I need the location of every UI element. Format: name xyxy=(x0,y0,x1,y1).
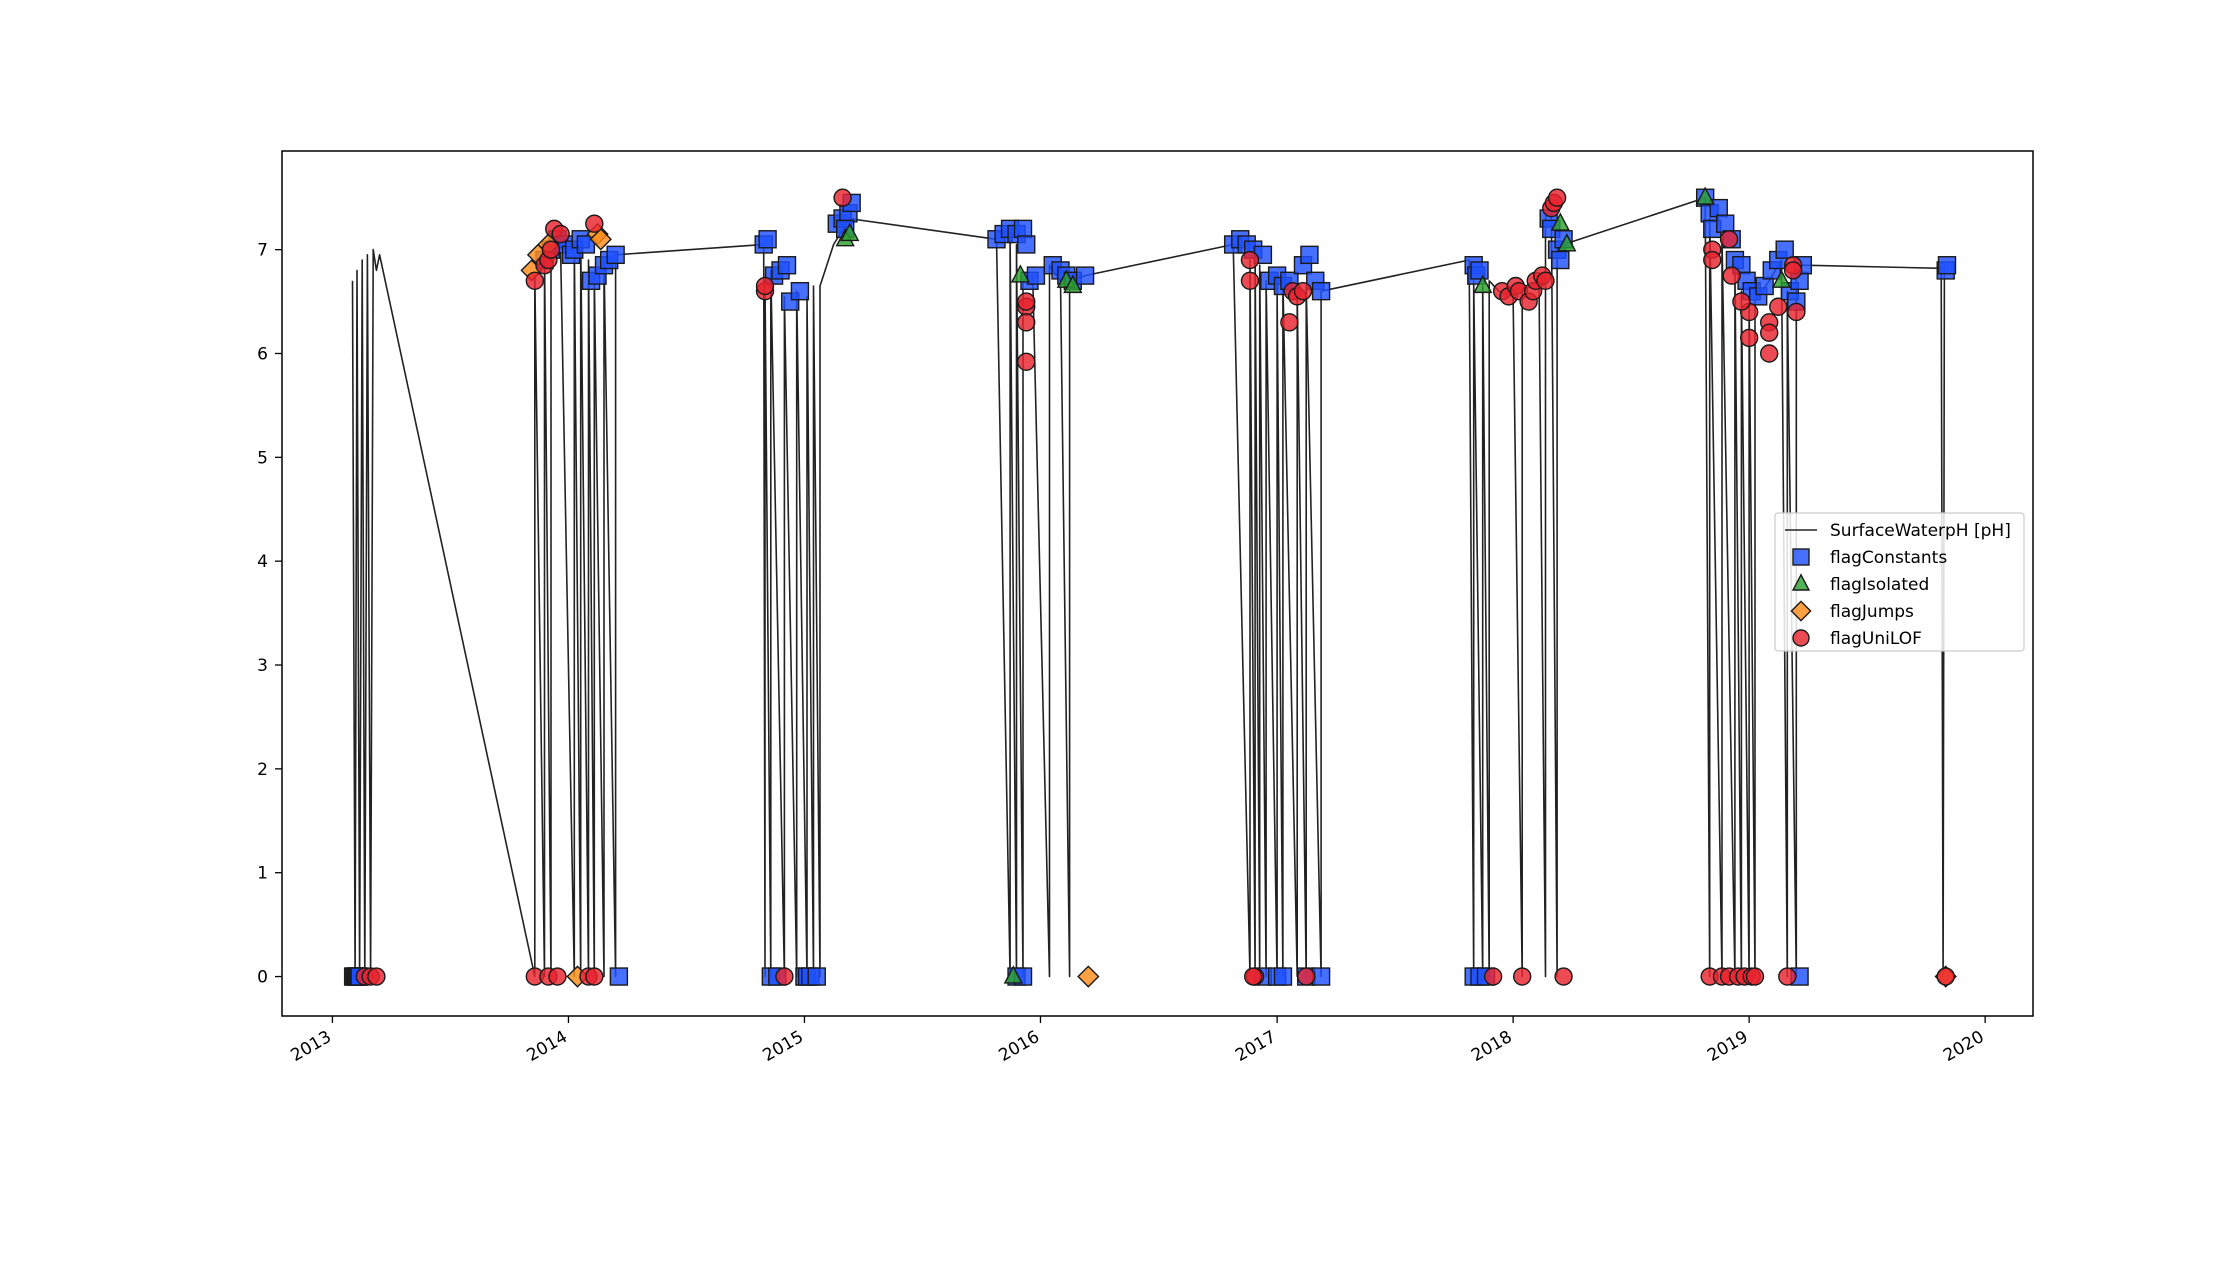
marker-flagconstants xyxy=(1937,256,1957,275)
marker-flagunilof xyxy=(1243,967,1263,986)
marker-flagunilof xyxy=(541,240,561,259)
marker-flagunilof xyxy=(1017,313,1036,332)
marker-flagunilof xyxy=(1783,261,1803,280)
marker-flagconstants xyxy=(1017,235,1036,254)
marker-flagunilof xyxy=(1017,292,1036,311)
plot-content xyxy=(343,186,1957,988)
legend-swatch-diamond xyxy=(1790,600,1812,622)
marker-flagunilof xyxy=(525,271,545,291)
marker-flagconstants xyxy=(777,256,797,275)
marker-flagunilof xyxy=(548,967,567,986)
marker-flagconstants xyxy=(609,967,629,986)
marker-flagunilof xyxy=(1554,967,1573,986)
marker-flagunilof xyxy=(1297,967,1316,986)
marker-flagunilof xyxy=(585,214,604,233)
marker-flagconstants xyxy=(1755,276,1774,296)
marker-flagunilof xyxy=(755,276,775,296)
marker-flagjumps xyxy=(589,228,612,251)
series-flagunilof xyxy=(355,188,1955,986)
y-tick-label: 2 xyxy=(257,760,268,780)
marker-flagjumps xyxy=(1077,965,1100,988)
marker-flagisolated xyxy=(1771,269,1792,288)
marker-flagunilof xyxy=(1536,271,1555,291)
marker-flagunilof xyxy=(1759,323,1779,342)
y-tick-label: 0 xyxy=(257,968,268,988)
marker-flagunilof xyxy=(1719,230,1739,249)
marker-flagconstants xyxy=(1551,250,1570,270)
marker-flagunilof xyxy=(1769,297,1788,316)
legend-swatch-circle xyxy=(1792,629,1810,647)
marker-flagconstants xyxy=(1470,261,1489,280)
legend-box xyxy=(1774,512,2025,652)
marker-flagisolated xyxy=(1557,233,1577,252)
marker-flagisolated xyxy=(1003,965,1023,984)
marker-flagisolated xyxy=(1010,264,1031,283)
y-tick-label: 6 xyxy=(257,344,268,364)
marker-flagunilof xyxy=(1722,266,1741,285)
marker-flagunilof xyxy=(1293,281,1313,301)
marker-flagconstants xyxy=(1075,266,1095,285)
marker-flagunilof xyxy=(1936,967,1955,986)
marker-flagunilof xyxy=(1739,328,1759,348)
marker-flagisolated xyxy=(1063,274,1083,294)
legend-label: flagUniLOF xyxy=(1830,629,1922,649)
legend-swatch-square xyxy=(1792,548,1810,566)
marker-flagconstants xyxy=(1026,266,1046,285)
marker-flagunilof xyxy=(551,224,570,244)
marker-flagunilof xyxy=(1703,250,1722,270)
marker-flagunilof xyxy=(1483,967,1503,986)
marker-flagunilof xyxy=(1280,313,1299,332)
plot-area xyxy=(343,186,1957,988)
y-tick-label: 3 xyxy=(257,656,268,676)
marker-flagconstants xyxy=(576,235,596,254)
marker-flagunilof xyxy=(1745,967,1765,986)
y-tick-label: 4 xyxy=(257,552,268,572)
marker-flagunilof xyxy=(1240,271,1260,291)
marker-flagisolated xyxy=(1473,274,1493,294)
marker-flagconstants xyxy=(758,230,777,249)
marker-flagconstants xyxy=(1775,240,1794,259)
marker-flagconstants xyxy=(1273,967,1293,986)
legend-swatch-triangle xyxy=(1791,573,1811,591)
marker-flagunilof xyxy=(1017,352,1036,371)
marker-flagconstants xyxy=(1300,245,1319,265)
marker-flagunilof xyxy=(1778,967,1797,986)
legend-label: SurfaceWaterpH [pH] xyxy=(1830,521,2011,541)
legend-label: flagJumps xyxy=(1830,602,1914,622)
marker-flagunilof xyxy=(833,188,852,207)
legend-label: flagIsolated xyxy=(1830,575,1929,595)
marker-flagunilof xyxy=(1512,967,1532,986)
marker-flagunilof xyxy=(1759,344,1779,363)
marker-flagunilof xyxy=(1547,188,1567,207)
marker-flagunilof xyxy=(1787,302,1806,322)
marker-flagunilof xyxy=(775,967,794,986)
marker-flagconstants xyxy=(807,967,826,986)
marker-flagisolated xyxy=(840,222,860,242)
legend: SurfaceWaterpH [pH] flagConstants flagIsol… xyxy=(1774,512,2025,652)
marker-flagisolated xyxy=(1695,186,1715,205)
marker-flagconstants xyxy=(606,245,625,265)
y-tick-label: 5 xyxy=(257,448,268,468)
marker-flagunilof xyxy=(367,967,386,986)
y-tick-label: 1 xyxy=(257,864,268,884)
marker-flagunilof xyxy=(1240,250,1260,270)
marker-flagunilof xyxy=(585,967,604,986)
y-tick-label: 7 xyxy=(257,241,268,261)
series-flagisolated xyxy=(835,186,1792,984)
marker-flagisolated xyxy=(1550,212,1570,231)
marker-flagconstants xyxy=(1311,281,1331,301)
marker-flagconstants xyxy=(790,281,810,301)
marker-flagunilof xyxy=(1732,292,1751,311)
marker-flagconstants xyxy=(1716,214,1735,233)
plot-frame xyxy=(281,150,2034,1017)
marker-flagconstants xyxy=(1013,219,1033,239)
legend-label: flagConstants xyxy=(1830,548,1947,568)
